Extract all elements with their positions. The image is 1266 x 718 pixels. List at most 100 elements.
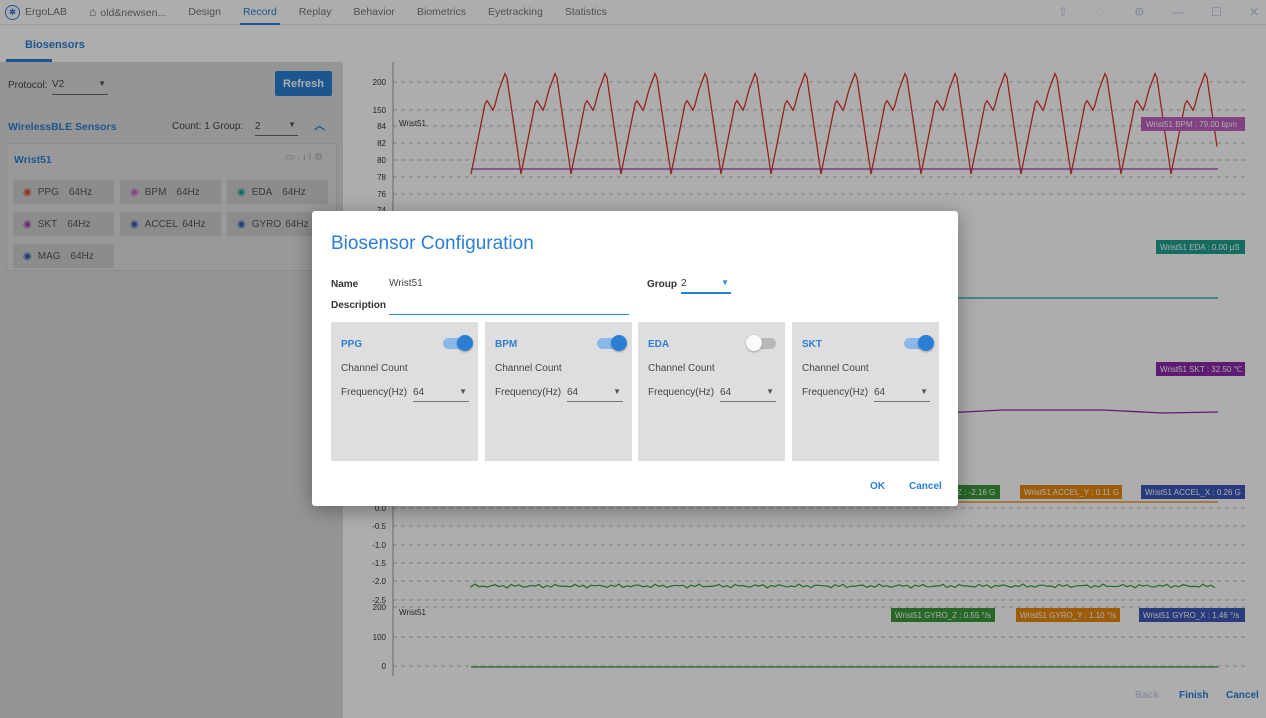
channel-chip-eda[interactable]: ◉ EDA 64Hz xyxy=(227,180,328,204)
tick-label: 200 xyxy=(373,78,387,87)
app-name: ErgoLAB xyxy=(25,6,68,18)
nav-project[interactable]: ⌂ old&newsen... xyxy=(89,0,166,25)
frequency-select[interactable]: 64 ▼ xyxy=(413,384,469,402)
tick-label: -0.5 xyxy=(372,522,386,531)
tick-label: 150 xyxy=(373,106,387,115)
accel-y-badge-text: Wrist51 ACCEL_Y : 0.11 G xyxy=(1024,488,1119,497)
ppg-enable-toggle[interactable] xyxy=(443,335,473,351)
tick-label: 84 xyxy=(377,122,386,131)
ergolab-logo-icon: ✱ xyxy=(5,4,20,20)
gyro-x-badge xyxy=(1139,608,1245,622)
upload-icon[interactable]: ⇧ xyxy=(1058,5,1069,19)
home-icon: ⌂ xyxy=(89,4,97,19)
dialog-cancel-button[interactable]: Cancel xyxy=(909,481,942,492)
gyro-y-badge-text: Wrist51 GYRO_Y : 1.10 °/s xyxy=(1020,611,1116,620)
channel-hz: 64Hz xyxy=(285,218,309,230)
tick-label: 0.0 xyxy=(375,504,387,513)
name-label: Name xyxy=(331,279,359,290)
toggle-knob xyxy=(611,335,627,351)
accel-z-signal-line xyxy=(470,583,1216,589)
tab-eyetracking[interactable]: Eyetracking xyxy=(487,5,543,18)
channel-chip-bpm[interactable]: ◉ BPM 64Hz xyxy=(120,180,221,204)
tab-record[interactable]: Record xyxy=(239,0,280,25)
frequency-select[interactable]: 64 ▼ xyxy=(720,384,776,402)
channel-chip-ppg[interactable]: ◉ PPG 64Hz xyxy=(13,180,114,204)
device-settings-gear-icon[interactable]: ⚙ xyxy=(314,152,326,163)
help-icon[interactable]: ◌ xyxy=(1096,5,1104,19)
accel-y-badge xyxy=(1020,485,1122,499)
biosensor-config-dialog: Biosensor Configuration Name Wrist51 Gro… xyxy=(312,211,958,506)
close-icon[interactable]: ✕ xyxy=(1249,5,1260,19)
collapse-chevron-up-icon[interactable]: ︿ xyxy=(314,120,325,132)
app-logo[interactable]: ✱ ErgoLAB xyxy=(5,4,68,20)
channel-name: ACCEL xyxy=(144,218,179,230)
tick-label: 100 xyxy=(373,633,387,642)
top-nav-bar: ✱ ErgoLAB ⌂ old&newsen... Design Record R… xyxy=(0,0,1266,25)
eye-icon[interactable]: ◉ xyxy=(130,186,139,198)
bpm-enable-toggle[interactable] xyxy=(597,335,627,351)
channel-hz: 64Hz xyxy=(176,186,200,198)
accel-z-badge-text: Z : -2.16 G xyxy=(957,488,995,497)
grid-lines xyxy=(393,81,1248,667)
tab-behavior[interactable]: Behavior xyxy=(353,5,395,18)
description-input[interactable] xyxy=(389,299,629,313)
active-tab-indicator xyxy=(6,59,52,62)
eye-icon[interactable]: ◉ xyxy=(23,186,32,198)
caret-down-icon: ▼ xyxy=(613,387,621,396)
ppg-signal-line xyxy=(470,72,1218,175)
eye-icon[interactable]: ◉ xyxy=(237,218,246,230)
finish-button[interactable]: Finish xyxy=(1179,690,1209,701)
channel-hz: 64Hz xyxy=(282,186,306,198)
refresh-button[interactable]: Refresh xyxy=(275,71,332,96)
channel-hz: 64Hz xyxy=(70,250,94,262)
frequency-select[interactable]: 64 ▼ xyxy=(567,384,623,402)
caret-down-icon: ▼ xyxy=(766,387,774,396)
tab-replay[interactable]: Replay xyxy=(298,5,332,18)
channel-chip-gyro[interactable]: ◉ GYRO 64Hz xyxy=(227,212,328,236)
channel-name: BPM xyxy=(144,186,167,198)
eda-badge-text: Wrist51 EDA : 0.00 μS xyxy=(1160,243,1240,252)
tick-label: 80 xyxy=(377,156,386,165)
frequency-label: Frequency(Hz) xyxy=(341,387,408,398)
tick-label: 76 xyxy=(377,190,386,199)
skt-badge xyxy=(1156,362,1245,376)
group-value: 2 xyxy=(681,278,687,289)
group-select[interactable]: 2 ▼ xyxy=(255,118,298,136)
protocol-select[interactable]: V2 ▼ xyxy=(52,77,108,95)
cancel-button[interactable]: Cancel xyxy=(1226,690,1259,701)
tab-design[interactable]: Design xyxy=(188,5,221,18)
ok-button[interactable]: OK xyxy=(870,481,885,492)
maximize-icon[interactable]: ☐ xyxy=(1211,5,1222,19)
device-name: Wrist51 xyxy=(14,154,52,166)
tab-biometrics[interactable]: Biometrics xyxy=(416,5,466,18)
channel-chip-accel[interactable]: ◉ ACCEL 64Hz xyxy=(120,212,221,236)
minimize-icon[interactable]: — xyxy=(1173,5,1185,19)
eye-icon[interactable]: ◉ xyxy=(130,218,139,230)
group-select[interactable]: 2 ▼ xyxy=(681,276,731,294)
eye-icon[interactable]: ◉ xyxy=(23,250,32,262)
eye-icon[interactable]: ◉ xyxy=(23,218,32,230)
sensor-name: SKT xyxy=(802,339,822,350)
frequency-select[interactable]: 64 ▼ xyxy=(874,384,930,402)
eda-enable-toggle[interactable] xyxy=(746,335,776,351)
bpm-badge xyxy=(1141,117,1245,131)
frequency-label: Frequency(Hz) xyxy=(495,387,562,398)
project-name: old&newsen... xyxy=(100,6,167,19)
skt-enable-toggle[interactable] xyxy=(904,335,934,351)
eye-icon[interactable]: ◉ xyxy=(237,186,246,198)
device-card: Wrist51 ▭.ıl⚙ ◉ PPG 64Hz ◉ BPM 64Hz ◉ ED… xyxy=(6,143,337,271)
settings-gear-icon[interactable]: ⚙ xyxy=(1134,5,1145,19)
caret-down-icon: ▼ xyxy=(459,387,467,396)
channel-chip-skt[interactable]: ◉ SKT 64Hz xyxy=(13,212,114,236)
channel-chip-mag[interactable]: ◉ MAG 64Hz xyxy=(13,244,114,268)
name-value: Wrist51 xyxy=(389,278,423,289)
tab-statistics[interactable]: Statistics xyxy=(564,5,607,18)
dialog-title: Biosensor Configuration xyxy=(331,233,534,254)
toggle-knob xyxy=(457,335,473,351)
skt-badge-text: Wrist51 SKT : 32.50 ℃ xyxy=(1160,365,1243,374)
back-button[interactable]: Back xyxy=(1135,690,1159,701)
tab-biosensors[interactable]: Biosensors xyxy=(25,39,85,51)
toggle-knob xyxy=(918,335,934,351)
description-label: Description xyxy=(331,300,387,311)
protocol-value: V2 xyxy=(52,79,65,90)
